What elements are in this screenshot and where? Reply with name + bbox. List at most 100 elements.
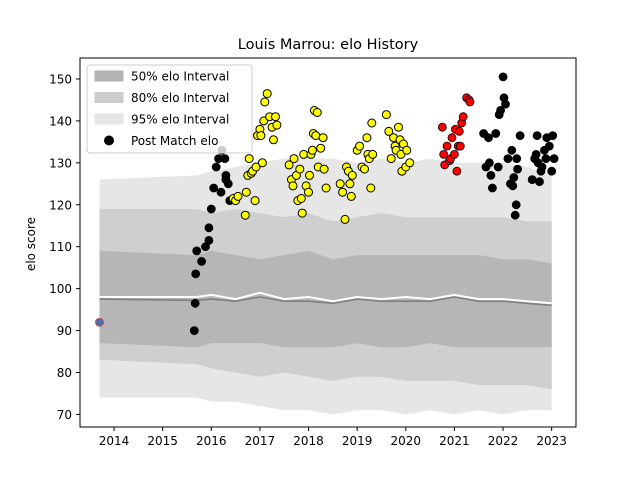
- data-point: [366, 183, 376, 193]
- data-point: [507, 145, 517, 155]
- y-tick-label: 110: [49, 240, 72, 254]
- data-point: [367, 118, 377, 128]
- data-point: [189, 326, 199, 336]
- data-point: [241, 187, 251, 197]
- data-point: [496, 106, 506, 115]
- data-point: [312, 108, 322, 117]
- data-point: [204, 235, 214, 245]
- data-point: [271, 112, 280, 122]
- data-point: [454, 126, 464, 136]
- data-point: [484, 133, 493, 143]
- data-point: [439, 149, 449, 159]
- legend-swatch: [94, 113, 124, 125]
- data-point: [511, 200, 521, 210]
- data-point: [405, 158, 415, 168]
- data-point: [360, 164, 369, 174]
- legend-label: 80% elo Interval: [131, 91, 229, 105]
- data-point: [192, 246, 202, 256]
- x-tick-label: 2022: [488, 434, 519, 448]
- data-point: [531, 149, 541, 159]
- x-tick-label: 2019: [342, 434, 373, 448]
- y-tick-label: 80: [57, 366, 72, 380]
- mean-line: [99, 291, 552, 305]
- data-point: [501, 99, 510, 109]
- plot-area: [95, 72, 559, 415]
- data-point: [402, 145, 412, 155]
- data-point: [209, 183, 219, 193]
- legend-swatch: [94, 92, 124, 103]
- data-point: [345, 179, 355, 189]
- legend-marker: [104, 135, 114, 146]
- data-point: [547, 166, 557, 176]
- data-point: [386, 154, 396, 164]
- x-tick-label: 2023: [536, 434, 567, 448]
- data-point: [260, 97, 270, 107]
- data-point: [251, 162, 261, 172]
- data-point: [484, 158, 494, 168]
- x-tick-label: 2018: [293, 434, 324, 448]
- data-point: [305, 170, 314, 180]
- data-point: [191, 269, 201, 279]
- y-tick-label: 150: [49, 72, 72, 86]
- data-point: [491, 129, 501, 138]
- x-tick-label: 2015: [147, 434, 178, 448]
- data-point: [381, 110, 391, 120]
- y-axis-label: elo score: [24, 217, 38, 271]
- data-point: [223, 179, 233, 189]
- data-point: [512, 154, 522, 164]
- data-point: [269, 135, 278, 145]
- data-point: [486, 170, 496, 180]
- data-point: [311, 131, 321, 141]
- data-point: [498, 72, 508, 82]
- data-point: [515, 131, 525, 141]
- data-point: [384, 126, 394, 136]
- y-tick-label: 120: [49, 198, 72, 212]
- data-point: [510, 210, 520, 220]
- x-tick-label: 2020: [391, 434, 422, 448]
- data-point: [533, 158, 543, 168]
- data-point: [455, 141, 465, 151]
- y-tick-label: 130: [49, 156, 72, 170]
- data-point: [190, 298, 200, 308]
- data-point: [340, 214, 350, 224]
- data-point: [335, 179, 345, 189]
- plot-frame: [79, 57, 577, 428]
- data-point: [442, 141, 452, 151]
- data-point: [362, 133, 372, 143]
- y-tick-label: 70: [57, 408, 72, 422]
- data-point: [513, 164, 522, 174]
- data-point: [509, 173, 519, 182]
- data-point: [458, 112, 468, 122]
- y-tick-label: 100: [49, 282, 72, 296]
- data-point: [197, 256, 207, 266]
- axes: 2014 2015 2016 2017 2018 2019 2020 2021 2022 2023…: [49, 57, 577, 448]
- data-point: [541, 154, 551, 164]
- data-point: [347, 170, 357, 180]
- data-point: [289, 154, 299, 164]
- median-line: [99, 296, 552, 307]
- data-point: [256, 131, 266, 141]
- data-point: [297, 208, 307, 218]
- data-point: [548, 131, 558, 141]
- data-point: [535, 177, 544, 187]
- legend: 50% elo Interval 80% elo Interval 95% elo …: [86, 64, 253, 154]
- data-point: [319, 164, 329, 174]
- data-point: [95, 317, 104, 327]
- data-point: [316, 143, 326, 153]
- data-point: [549, 154, 559, 164]
- data-point: [394, 122, 403, 132]
- data-point: [532, 131, 542, 141]
- data-point: [304, 187, 313, 197]
- data-point: [449, 149, 459, 159]
- x-tick-label: 2021: [439, 434, 470, 448]
- legend-swatch: [94, 70, 124, 82]
- data-point: [296, 194, 306, 203]
- data-point: [503, 154, 513, 164]
- chart-title: Louis Marrou: elo History: [238, 37, 419, 53]
- data-point: [206, 204, 216, 214]
- data-point: [447, 133, 457, 143]
- legend-label: 50% elo Interval: [131, 70, 229, 84]
- y-tick-label: 90: [57, 324, 72, 338]
- data-point: [465, 97, 475, 107]
